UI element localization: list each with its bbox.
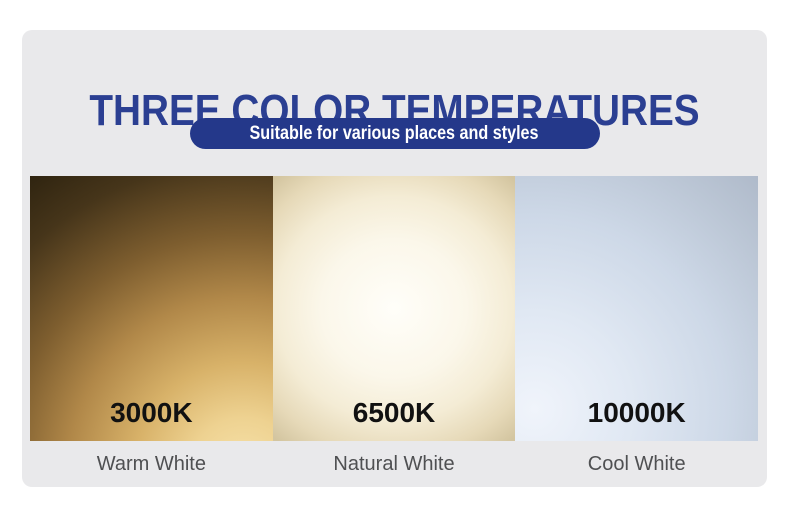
kelvin-label-natural: 6500K xyxy=(352,397,436,428)
tone-name-warm-white: Warm White xyxy=(96,453,206,475)
tone-name-cool-white: Cool White xyxy=(587,453,686,475)
swatch-natural-white: 6500K xyxy=(272,176,516,441)
subtitle-banner: Suitable for various places and styles xyxy=(189,118,600,149)
kelvin-label-warm: 3000K xyxy=(110,397,193,428)
swatch-warm-white: 3000K xyxy=(30,176,273,441)
swatch-cool-white: 10000K xyxy=(515,176,759,441)
color-temperature-panels: 3000K 6500K 10000K xyxy=(30,176,759,441)
subtitle-text: Suitable for various places and styles xyxy=(249,122,539,144)
tone-name-natural-white: Natural White xyxy=(333,453,455,475)
infographic-card: THREE COLOR TEMPERATURES Suitable for va… xyxy=(22,30,767,487)
kelvin-label-cool: 10000K xyxy=(587,397,686,428)
tone-name-row: Warm White Natural White Cool White xyxy=(30,441,758,487)
